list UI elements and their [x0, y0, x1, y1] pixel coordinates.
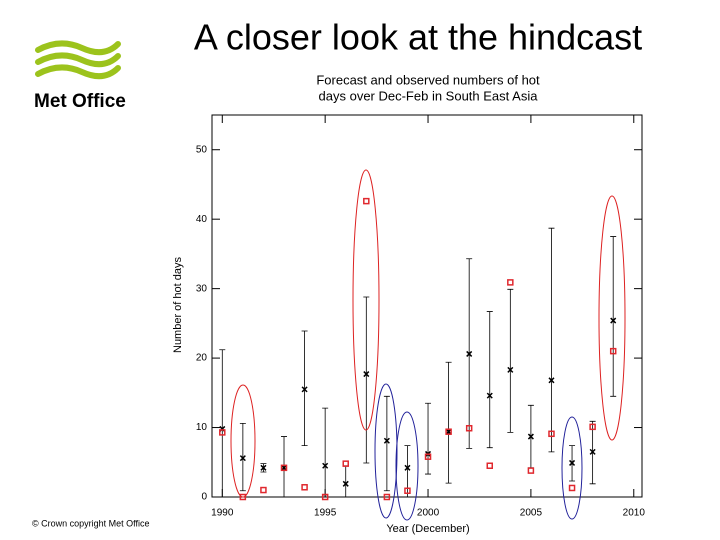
forecast-marker	[280, 464, 288, 471]
forecast-marker	[610, 317, 617, 324]
highlight-ellipse	[230, 384, 256, 498]
y-tick-label: 40	[196, 214, 208, 225]
error-bar	[610, 236, 617, 397]
highlight-ellipse	[598, 195, 626, 441]
error-bar	[507, 288, 514, 433]
footer: © Crown copyright Met Office	[32, 518, 150, 528]
forecast-marker	[486, 392, 493, 399]
observed-marker	[486, 462, 494, 469]
plot: 0 10 20 30 40 50 1990 1995 2000 2005 2010	[196, 115, 645, 519]
observed-marker	[404, 487, 411, 494]
observed-marker	[548, 430, 555, 438]
observed-marker	[507, 279, 514, 286]
x-tick-label: 2005	[520, 508, 543, 519]
observed-marker	[568, 484, 576, 492]
x-axis-label: Year (December)	[386, 523, 469, 535]
y-tick-label: 20	[196, 353, 208, 364]
forecast-marker	[507, 366, 514, 373]
forecast-marker	[342, 480, 349, 487]
observed-marker	[239, 493, 247, 501]
forecast-marker	[527, 433, 534, 440]
forecast-marker	[589, 448, 596, 455]
error-bar	[219, 349, 226, 498]
observed-marker	[589, 423, 596, 431]
observed-marker	[363, 197, 370, 205]
x-tick-label: 2000	[417, 508, 440, 519]
observed-marker	[465, 424, 473, 432]
x-tick-label: 1990	[211, 508, 234, 519]
error-bar	[486, 311, 493, 449]
slide-title: A closer look at the hindcast	[194, 17, 642, 58]
forecast-marker	[363, 371, 370, 378]
forecast-marker	[383, 437, 390, 444]
error-bar	[383, 395, 390, 492]
forecast-marker	[260, 464, 267, 471]
forecast-marker	[466, 350, 473, 357]
highlight-ellipse	[561, 416, 583, 520]
highlight-ellipse	[374, 383, 398, 519]
y-tick-label: 50	[196, 144, 208, 155]
error-bar	[363, 296, 370, 464]
forecast-marker	[239, 455, 246, 462]
observed-marker	[609, 347, 617, 355]
forecast-marker	[548, 377, 555, 384]
observed-marker	[301, 484, 308, 491]
forecast-marker	[322, 462, 329, 469]
logo	[35, 40, 121, 80]
observed-marker	[424, 453, 432, 460]
y-axis-label: Number of hot days	[172, 257, 184, 353]
x-tick-label: 1995	[314, 508, 337, 519]
observed-marker	[219, 429, 226, 436]
highlights	[230, 169, 626, 521]
observed-marker	[342, 460, 349, 467]
error-bar	[322, 407, 329, 496]
chart-title: days over Dec-Feb in South East Asia	[319, 88, 539, 103]
chart-title: Forecast and observed numbers of hot	[316, 72, 540, 87]
forecast-marker	[301, 386, 308, 393]
error-bar	[425, 402, 432, 475]
error-bar	[445, 361, 452, 484]
observed-marker	[321, 493, 329, 501]
observed-marker	[260, 486, 267, 494]
error-bar	[548, 227, 555, 453]
logo-text: Met Office	[34, 91, 126, 112]
observed-marker	[280, 464, 288, 472]
highlight-ellipse	[352, 169, 380, 431]
forecast-marker	[569, 459, 576, 466]
highlight-ellipse	[395, 411, 419, 521]
x-tick-label: 2010	[623, 508, 646, 519]
y-tick-label: 0	[201, 492, 207, 503]
forecast-marker	[445, 428, 452, 435]
observed-marker	[527, 467, 535, 474]
observed-marker	[445, 428, 452, 435]
y-tick-label: 30	[196, 283, 208, 294]
plot-frame	[211, 114, 643, 498]
y-tick-label: 10	[196, 422, 208, 433]
observed-marker	[383, 493, 391, 501]
forecast-marker	[404, 464, 411, 471]
